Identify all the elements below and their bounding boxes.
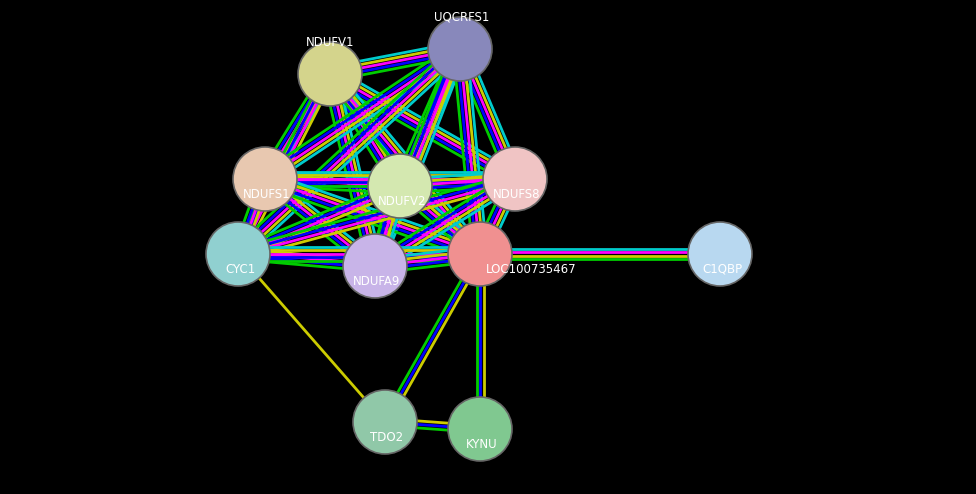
Circle shape <box>448 397 512 461</box>
Circle shape <box>298 42 362 106</box>
Text: NDUFV1: NDUFV1 <box>305 36 354 49</box>
Circle shape <box>688 222 752 286</box>
Circle shape <box>448 222 512 286</box>
Text: CYC1: CYC1 <box>224 263 255 276</box>
Circle shape <box>206 222 270 286</box>
Text: NDUFS8: NDUFS8 <box>493 188 541 201</box>
Circle shape <box>428 17 492 81</box>
Circle shape <box>233 147 297 211</box>
Circle shape <box>368 154 432 218</box>
Text: NDUFS1: NDUFS1 <box>243 188 291 201</box>
Text: KYNU: KYNU <box>467 438 498 451</box>
Text: UQCRFS1: UQCRFS1 <box>434 11 490 24</box>
Circle shape <box>343 234 407 298</box>
Text: TDO2: TDO2 <box>371 431 403 444</box>
Text: LOC100735467: LOC100735467 <box>486 263 577 276</box>
Circle shape <box>483 147 547 211</box>
Circle shape <box>353 390 417 454</box>
Text: C1QBP: C1QBP <box>702 263 742 276</box>
Text: NDUFA9: NDUFA9 <box>353 275 401 288</box>
Text: NDUFV2: NDUFV2 <box>378 195 427 208</box>
